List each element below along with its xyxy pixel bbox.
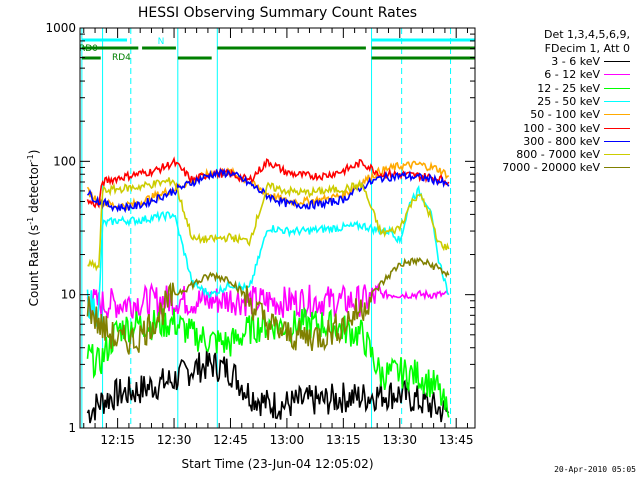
legend-label: 6 - 12 keV — [544, 68, 600, 82]
legend-item-3: 25 - 50 keV — [480, 95, 630, 108]
legend-label: 7000 - 20000 keV — [502, 161, 600, 175]
state-label-n: N — [158, 37, 165, 47]
x-tick-label-6: 13:45 — [439, 433, 474, 447]
legend-swatch — [604, 74, 630, 76]
legend-swatch — [604, 87, 630, 89]
x-tick-label-3: 13:00 — [270, 433, 305, 447]
y-tick-label-2: 100 — [53, 154, 76, 168]
plot-frame — [79, 27, 476, 429]
legend-item-4: 50 - 100 keV — [480, 108, 630, 121]
legend-item-7: 800 - 7000 keV — [480, 148, 630, 161]
legend-item-2: 12 - 25 keV — [480, 82, 630, 95]
legend-swatch — [604, 100, 630, 102]
x-tick-label-4: 13:15 — [326, 433, 361, 447]
y-tick-label-3: 1000 — [45, 21, 76, 35]
legend-header-1: FDecim 1, Att 0 — [544, 42, 630, 55]
series-line-1 — [86, 282, 450, 319]
series-line-7 — [87, 177, 450, 272]
footer-timestamp: 20-Apr-2010 05:05 — [554, 465, 636, 474]
series-line-8 — [86, 256, 450, 355]
chart-title: HESSI Observing Summary Count Rates — [138, 5, 417, 21]
legend-label: 50 - 100 keV — [530, 108, 600, 122]
series-line-0 — [86, 349, 450, 424]
x-tick-label-0: 12:15 — [100, 433, 135, 447]
series-line-5 — [86, 156, 450, 209]
legend-label: 25 - 50 keV — [537, 94, 600, 108]
legend-swatch — [604, 167, 630, 169]
series-line-6 — [86, 167, 450, 214]
y-axis-label: Count Rate (s-1 detector-1) — [26, 150, 41, 307]
legend-item-0: 3 - 6 keV — [480, 55, 630, 68]
legend-swatch — [604, 127, 630, 129]
legend-swatch — [604, 114, 630, 116]
state-label-rd4: RD4 — [112, 53, 131, 63]
state-label-rd0: RD0 — [79, 44, 98, 54]
legend-label: 3 - 6 keV — [551, 55, 600, 68]
x-axis-label: Start Time (23-Jun-04 12:05:02) — [182, 457, 374, 471]
legend-item-1: 6 - 12 keV — [480, 68, 630, 81]
legend-item-5: 100 - 300 keV — [480, 122, 630, 135]
legend-swatch — [604, 154, 630, 156]
x-tick-label-5: 13:30 — [382, 433, 417, 447]
x-tick-label-2: 12:45 — [213, 433, 248, 447]
series-line-4 — [86, 160, 450, 212]
legend-swatch — [604, 61, 630, 62]
y-tick-label-1: 10 — [61, 288, 76, 302]
legend-label: 12 - 25 keV — [537, 81, 600, 95]
legend-item-8: 7000 - 20000 keV — [480, 161, 630, 174]
legend-item-6: 300 - 800 keV — [480, 135, 630, 148]
y-tick-label-0: 1 — [68, 421, 76, 435]
legend-label: 300 - 800 keV — [523, 134, 600, 148]
legend-swatch — [604, 140, 630, 142]
legend-label: 100 - 300 keV — [523, 121, 600, 135]
x-tick-label-1: 12:30 — [157, 433, 192, 447]
legend-header-0: Det 1,3,4,5,6,9, — [543, 28, 630, 41]
legend-label: 800 - 7000 keV — [516, 148, 600, 162]
series-line-3 — [86, 184, 450, 328]
